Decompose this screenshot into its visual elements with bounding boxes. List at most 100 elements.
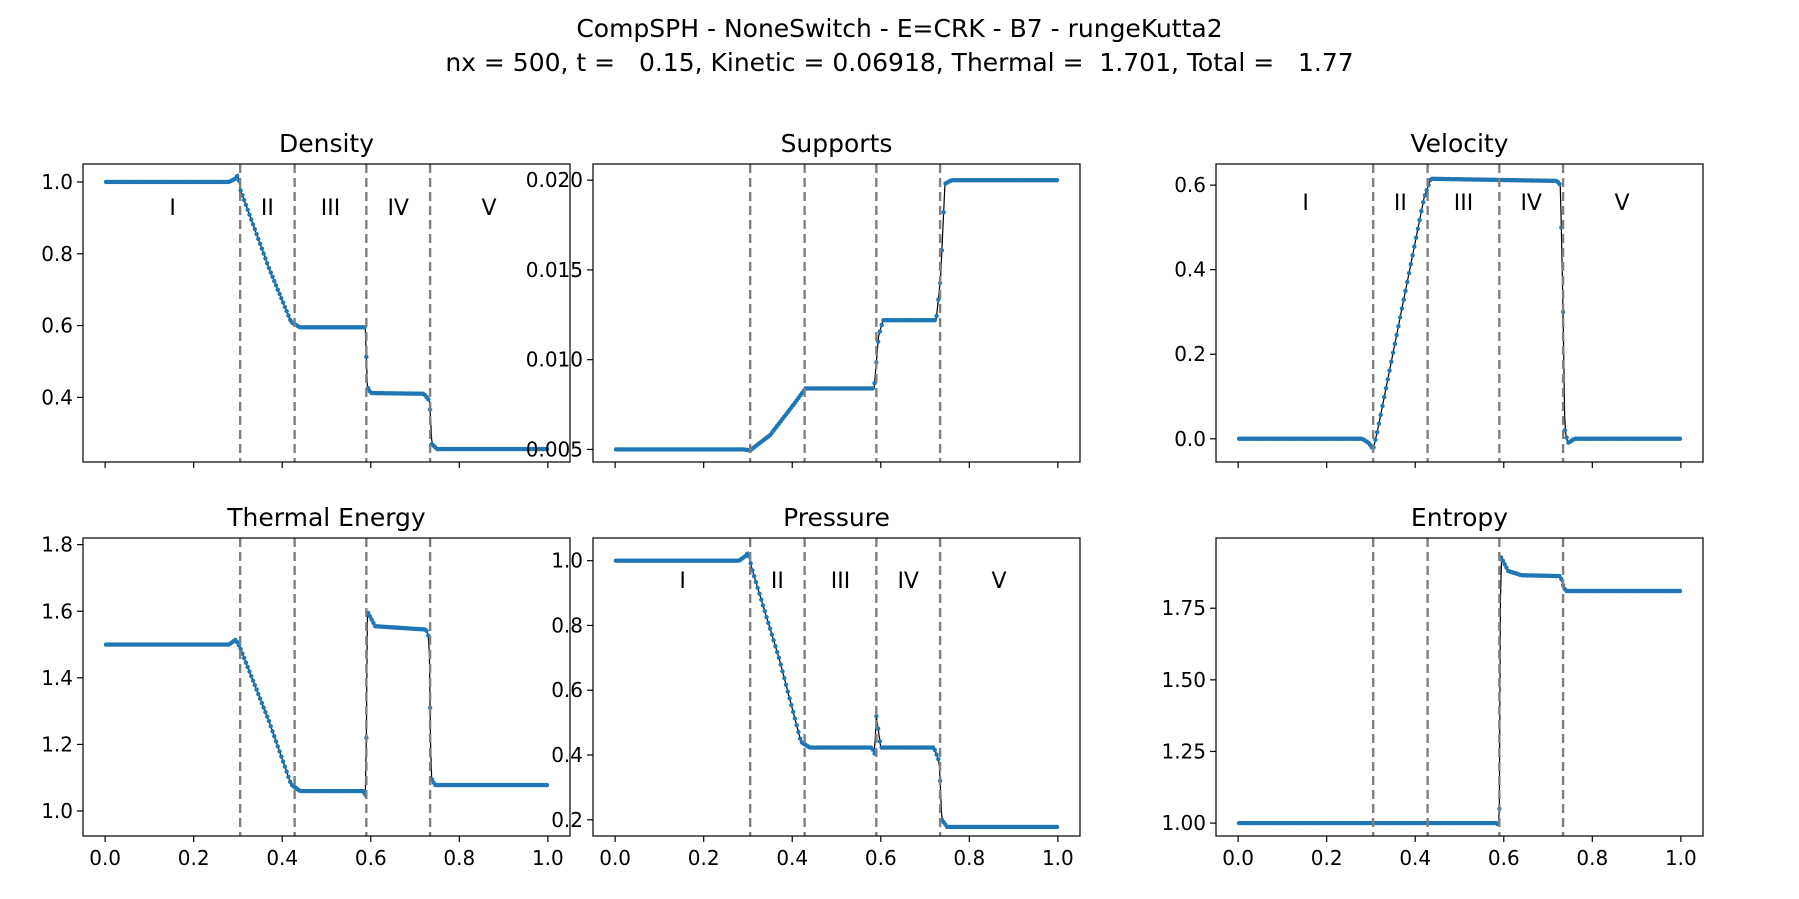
data-point [259,246,265,251]
data-point [1396,324,1401,329]
data-point [284,769,289,774]
data-point [877,739,883,744]
data-point [1382,394,1387,400]
y-tick-label: 0.8 [551,613,583,637]
axes-frame [82,537,571,837]
data-point [1385,377,1390,382]
data-point [367,614,373,619]
axes-frame [592,163,1081,463]
data-point [264,714,270,719]
data-point [1399,306,1405,311]
subplot-supports: Supports 0.005 0.010 0.015 0.020 [526,129,1081,468]
data-point [874,713,879,719]
data-point [256,691,261,697]
exact-solution-line [1238,556,1681,826]
data-point [250,222,256,227]
data-point [424,628,429,633]
data-point [1401,297,1406,302]
y-tick-label: 0.4 [41,385,73,409]
x-tick-label: 1.0 [1665,846,1697,870]
y-tick-label: 0.010 [526,348,583,372]
region-label: I [1302,191,1309,216]
x-tick-label: 1.0 [532,846,564,870]
subplot-thermal-energy: Thermal Energy 1.0 1.2 1.4 1.6 1.8 0.0 0.2 0.4 0.… [41,503,571,870]
x-tick-label: 0.0 [599,846,631,870]
x-tick-label: 0.6 [355,846,387,870]
data-point [272,278,277,284]
data-point [272,734,277,739]
exact-solution-line [105,611,548,798]
data-point [759,597,764,602]
data-point [280,759,286,764]
data-point [257,241,263,247]
x-tick-label: 0.8 [1576,846,1608,870]
data-point [1387,368,1392,373]
subplot-entropy: Entropy 1.00 1.25 1.50 1.75 0.0 0.2 0.4 0.6 0.8 1.… [1161,503,1704,870]
region-label: II [261,196,274,221]
data-point [243,202,249,208]
data-point [234,639,240,645]
data-point [284,309,289,314]
data-point [1557,181,1562,187]
x-tick-label: 0.8 [443,846,475,870]
data-point [266,718,272,724]
axes-frame [592,537,1081,837]
y-tick-label: 0.2 [551,808,583,832]
region-label: III [1454,191,1473,216]
data-point [277,749,282,754]
data-point [1405,279,1410,285]
data-point [870,386,875,391]
y-tick-label: 0.6 [1174,173,1206,197]
data-point [769,632,775,637]
data-point [941,210,946,215]
data-point [1376,421,1382,426]
data-point [1394,332,1399,338]
data-point [252,227,257,232]
region-label: V [481,196,496,221]
data-point [263,256,268,261]
data-point [1397,315,1403,320]
data-point [264,261,270,266]
data-point [268,723,273,729]
data-point [257,696,263,701]
figure-title-line1: CompSPH - NoneSwitch - E=CRK - B7 - rung… [576,14,1223,43]
x-tick-label: 0.4 [776,846,808,870]
y-tick-label: 0.4 [1174,258,1206,282]
data-point [544,782,550,788]
y-tick-label: 1.00 [1161,811,1206,835]
data-point [263,709,268,715]
data-point [785,689,790,694]
data-point [755,585,760,591]
x-tick-label: 0.2 [178,846,210,870]
data-point [241,655,247,661]
data-point [789,702,794,708]
data-point [266,265,272,271]
data-point [261,251,266,256]
x-tick-label: 0.2 [1311,846,1343,870]
data-point [1380,403,1385,409]
y-tick-label: 0.020 [526,168,583,192]
data-point [1413,235,1419,240]
data-point [234,174,240,179]
x-tick-label: 0.6 [1488,846,1520,870]
y-tick-label: 1.0 [551,549,583,573]
y-tick-label: 1.50 [1161,668,1206,692]
data-point [245,664,250,670]
data-point [286,774,291,779]
data-point [250,678,256,683]
data-point [275,287,280,292]
data-point [870,747,875,752]
data-point [932,317,937,323]
data-point [1422,193,1428,198]
data-point [751,574,757,579]
data-point [279,296,284,301]
data-point [1500,558,1506,564]
data-point [1378,412,1383,417]
x-tick-label: 0.0 [1222,846,1254,870]
region-label: IV [897,569,919,594]
x-tick-label: 0.4 [1399,846,1431,870]
data-point [279,754,284,759]
data-point [268,270,273,275]
